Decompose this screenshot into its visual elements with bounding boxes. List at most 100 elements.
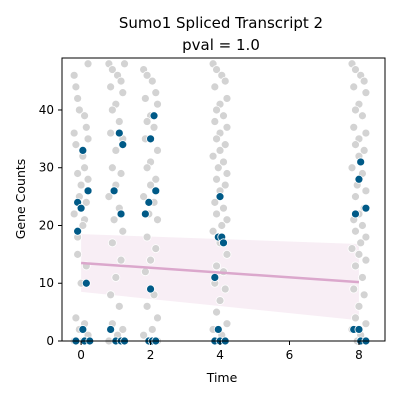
y-axis-ticks: 0 10 20 30 40 — [39, 103, 62, 348]
background-point — [222, 122, 232, 132]
y-tick-label: 40 — [39, 103, 54, 117]
background-point — [116, 169, 126, 178]
background-point — [351, 140, 360, 150]
background-point — [215, 296, 225, 305]
background-point — [107, 238, 117, 248]
y-axis-label: Gene Counts — [13, 159, 28, 240]
background-point — [140, 267, 150, 277]
background-point — [361, 88, 371, 98]
background-point — [361, 186, 371, 196]
background-point — [356, 238, 366, 248]
background-point — [220, 284, 230, 294]
background-point — [116, 76, 126, 86]
background-point — [76, 180, 86, 190]
confidence-band — [81, 234, 359, 321]
background-point — [142, 301, 152, 311]
y-tick-label: 0 — [46, 334, 54, 348]
background-point — [151, 244, 161, 253]
highlighted-point — [146, 284, 155, 294]
background-point — [142, 163, 152, 173]
x-tick-label: 2 — [147, 348, 155, 362]
highlighted-point — [354, 325, 364, 334]
background-point — [208, 151, 218, 161]
highlighted-point — [81, 278, 91, 288]
highlighted-point — [354, 174, 364, 184]
background-point — [81, 197, 91, 207]
highlighted-point — [144, 197, 154, 207]
background-point — [111, 146, 121, 155]
background-point — [151, 174, 161, 184]
background-point — [142, 232, 152, 242]
background-point — [347, 244, 357, 253]
background-point — [219, 203, 228, 213]
background-point — [220, 76, 230, 86]
highlighted-point — [78, 325, 88, 334]
highlighted-point — [356, 157, 366, 167]
background-point — [71, 82, 81, 92]
background-point — [107, 163, 117, 173]
background-point — [153, 99, 162, 109]
background-point — [212, 174, 221, 184]
background-point — [106, 82, 116, 92]
background-point — [104, 192, 114, 202]
background-point — [220, 180, 230, 190]
highlighted-point — [106, 325, 116, 334]
background-point — [222, 249, 232, 259]
highlighted-point — [215, 192, 225, 202]
background-point — [114, 117, 124, 126]
background-point — [213, 163, 223, 173]
background-point — [147, 76, 157, 86]
highlighted-point — [219, 238, 228, 248]
highlighted-point — [114, 128, 124, 138]
background-point — [354, 249, 364, 259]
background-point — [116, 255, 126, 265]
highlighted-point — [146, 134, 155, 144]
background-point — [347, 163, 357, 173]
x-tick-label: 8 — [355, 348, 363, 362]
background-point — [222, 215, 232, 225]
background-point — [361, 319, 371, 329]
background-point — [351, 261, 360, 271]
highlighted-points — [71, 111, 371, 346]
background-point — [222, 94, 232, 103]
background-point — [351, 313, 360, 323]
background-point — [219, 111, 228, 121]
background-point — [118, 226, 128, 236]
background-point — [212, 261, 221, 271]
background-point — [69, 209, 79, 219]
background-point — [74, 105, 84, 115]
regression-line — [81, 261, 360, 284]
background-point — [73, 94, 83, 103]
background-point — [361, 232, 371, 242]
background-point — [210, 197, 220, 207]
background-point — [151, 88, 161, 98]
background-point — [83, 59, 93, 69]
background-point — [222, 319, 232, 329]
background-point — [208, 226, 218, 236]
background-point — [147, 325, 157, 334]
highlighted-point — [210, 273, 220, 282]
chart-title: Sumo1 Spliced Transcript 2 — [119, 14, 323, 32]
background-point — [359, 290, 369, 300]
background-point — [212, 134, 221, 144]
background-point — [354, 301, 364, 311]
background-point — [217, 221, 227, 230]
y-tick-label: 10 — [39, 276, 54, 290]
highlighted-point — [149, 111, 159, 121]
highlighted-point — [140, 209, 150, 219]
background-point — [81, 122, 91, 132]
background-point — [212, 307, 221, 317]
background-point — [220, 140, 230, 150]
background-point — [142, 70, 152, 80]
background-point — [212, 105, 221, 115]
background-point — [118, 325, 128, 334]
background-point — [351, 192, 360, 202]
background-point — [153, 215, 162, 225]
background-point — [222, 169, 232, 178]
background-point — [106, 128, 116, 138]
background-point — [351, 65, 360, 74]
background-point — [69, 70, 79, 80]
x-axis-ticks: 0 2 4 6 8 — [77, 341, 363, 362]
plot-area — [69, 59, 371, 346]
